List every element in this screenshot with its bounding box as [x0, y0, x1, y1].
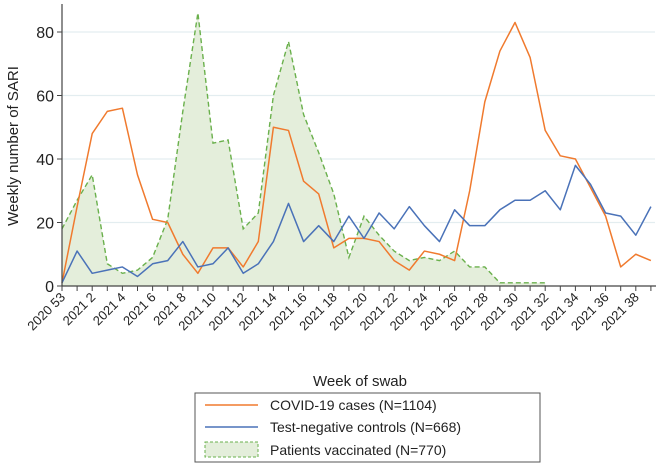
vaccinated-area-outline — [61, 12, 546, 286]
y-axis-title: Weekly number of SARI — [5, 66, 22, 226]
legend-label-covid: COVID-19 cases (N=1104) — [270, 397, 437, 413]
covid-cases-line — [61, 21, 652, 283]
gridlines — [62, 31, 655, 224]
x-tick-label: 2020 53 — [24, 290, 68, 334]
x-axis-title: Week of swab — [313, 373, 407, 390]
x-tick-label: 2021 4 — [90, 290, 129, 329]
x-tick-label: 2021 2 — [60, 290, 99, 329]
test-negative-controls-line — [61, 164, 652, 284]
legend: COVID-19 cases (N=1104) Test-negative co… — [194, 392, 541, 463]
y-tick-label: 60 — [36, 89, 54, 106]
x-tick-label: 2021 6 — [120, 290, 159, 329]
y-tick-label: 20 — [36, 216, 54, 233]
legend-label-vaccinated: Patients vaccinated (N=770) — [270, 442, 446, 458]
legend-label-controls: Test-negative controls (N=668) — [270, 419, 461, 435]
legend-swatch-vaccinated — [204, 441, 259, 458]
series-lines — [61, 21, 652, 284]
y-tick-label: 0 — [45, 279, 54, 296]
vaccinated-area — [61, 12, 546, 286]
y-tick-label: 40 — [36, 152, 54, 169]
y-tick-label: 80 — [36, 25, 54, 42]
vaccinated-area-fill — [62, 12, 546, 286]
